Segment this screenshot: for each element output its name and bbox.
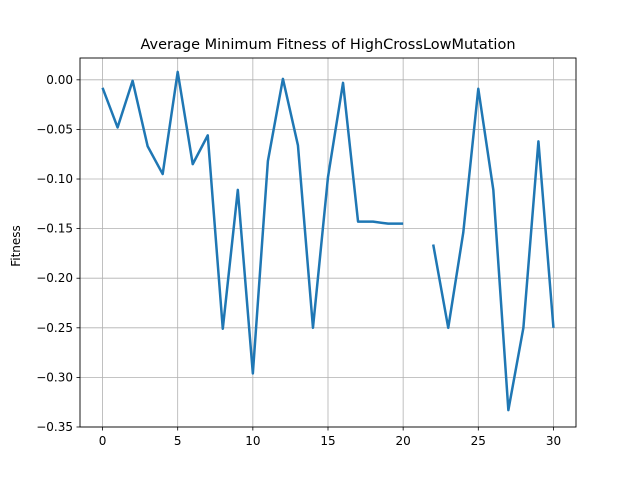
- y-axis-label: Fitness: [9, 225, 23, 267]
- y-tick-label: −0.35: [36, 420, 73, 434]
- data-series: [101, 70, 555, 412]
- x-tick-label: 0: [99, 434, 107, 448]
- y-tick-label: 0.00: [46, 73, 73, 87]
- y-axis-ticks: 0.00 −0.05 −0.10 −0.15 −0.20 −0.25 −0.30 −0.35: [36, 73, 80, 434]
- x-tick-label: 25: [471, 434, 486, 448]
- x-axis-ticks: 0 5 10 15 20 25 30: [99, 427, 561, 448]
- x-tick-label: 5: [174, 434, 182, 448]
- x-tick-label: 20: [396, 434, 411, 448]
- grid-lines: [80, 58, 576, 428]
- x-tick-label: 15: [320, 434, 335, 448]
- y-tick-label: −0.10: [36, 172, 73, 186]
- series-line-segment: [431, 87, 555, 412]
- x-tick-label: 10: [245, 434, 260, 448]
- x-tick-label: 30: [546, 434, 561, 448]
- y-tick-label: −0.05: [36, 122, 73, 136]
- y-tick-label: −0.15: [36, 222, 73, 236]
- y-tick-label: −0.25: [36, 321, 73, 335]
- series-line-segment: [101, 70, 404, 375]
- chart-title: Average Minimum Fitness of HighCrossLowM…: [140, 37, 515, 53]
- y-tick-label: −0.30: [36, 370, 73, 384]
- y-tick-label: −0.20: [36, 271, 73, 285]
